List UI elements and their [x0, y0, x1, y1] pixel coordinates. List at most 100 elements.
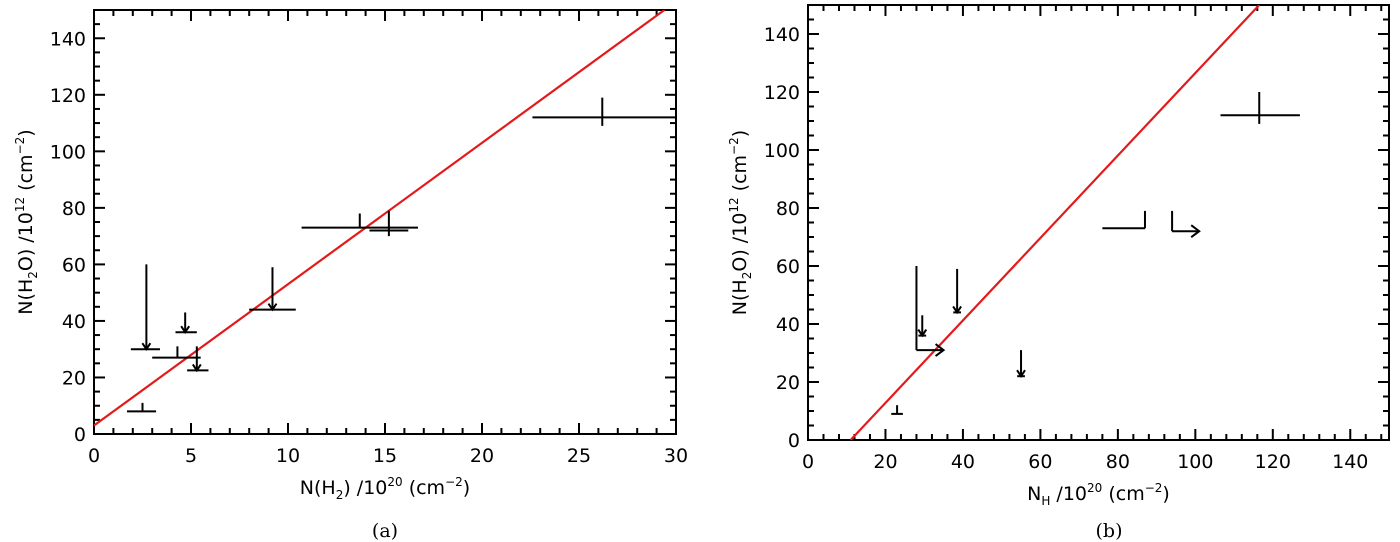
x-tick-label: 0	[802, 451, 814, 473]
data-point	[1220, 92, 1300, 124]
lower-limit-arrow	[1190, 224, 1201, 238]
axis-title-post: O) /10	[15, 212, 37, 271]
x-axis-title: NH /1020 (cm−2)	[1027, 481, 1170, 508]
upper-limit-arrow	[180, 325, 191, 335]
axis-title-unit-sup: −2	[1145, 481, 1163, 495]
x-tick-label: 60	[1028, 451, 1052, 473]
axis-title-sub: 2	[740, 272, 754, 280]
data-point	[152, 346, 201, 359]
x-tick-label: 80	[1106, 451, 1130, 473]
y-tick-label: 100	[50, 141, 86, 163]
y-tick-label: 80	[776, 198, 800, 220]
plot-frame	[807, 4, 1390, 441]
x-axis-title: N(H2) /1020 (cm−2)	[300, 475, 470, 502]
y-tick-label: 60	[62, 254, 86, 276]
fit-line	[94, 10, 666, 427]
axis-title-unit-pre: (cm	[15, 154, 37, 196]
upper-limit-arrow	[141, 342, 152, 352]
lower-limit-arrow	[934, 343, 946, 357]
x-tick-label: 120	[1255, 451, 1291, 473]
y-axis-title: N(H2O) /1012 (cm−2)	[13, 129, 40, 314]
panel-caption: (a)	[372, 520, 398, 542]
axis-title-unit-pre: (cm	[1102, 483, 1144, 505]
axis-title-pre: N	[1027, 483, 1041, 505]
data-point	[917, 315, 928, 338]
data-point	[1102, 210, 1146, 230]
data-point	[130, 264, 160, 352]
x-tick-label: 0	[88, 445, 100, 467]
data-point	[175, 312, 197, 335]
data-point	[369, 210, 409, 237]
y-tick-label: 140	[50, 28, 86, 50]
data-point	[301, 213, 418, 229]
upper-limit-arrow	[917, 329, 928, 338]
x-tick-label: 20	[873, 451, 897, 473]
axis-title-unit-sup: −2	[727, 137, 741, 155]
y-axis-title: N(H2O) /1012 (cm−2)	[727, 130, 754, 315]
y-tick-label: 60	[776, 256, 800, 278]
axis-title-sup: 12	[13, 197, 27, 212]
x-tick-label: 20	[470, 445, 494, 467]
axis-title-post: ) /10	[343, 477, 387, 499]
y-tick-label: 140	[764, 24, 800, 46]
axis-title-sub: 2	[26, 271, 40, 279]
x-tick-label: 100	[1177, 451, 1213, 473]
axis-title-unit-post: )	[1162, 483, 1169, 505]
data-point	[891, 405, 903, 415]
y-tick-label: 40	[62, 311, 86, 333]
y-tick-label: 120	[764, 82, 800, 104]
data-point	[1016, 350, 1026, 379]
upper-limit-arrow	[1016, 369, 1026, 379]
x-tick-label: 10	[276, 445, 300, 467]
upper-limit-arrow	[191, 363, 202, 373]
y-tick-label: 80	[62, 198, 86, 220]
axis-title-post: /10	[1050, 483, 1087, 505]
axis-title-sup: 12	[727, 197, 741, 212]
data-point	[249, 267, 296, 312]
data-point	[532, 97, 676, 126]
y-tick-label: 20	[776, 372, 800, 394]
axis-title-pre: N(H	[15, 279, 37, 315]
y-tick-label: 100	[764, 140, 800, 162]
data-point	[952, 268, 962, 315]
x-tick-label: 30	[664, 445, 688, 467]
axis-title-unit-post: )	[15, 129, 37, 136]
plot-frame	[93, 9, 677, 435]
y-tick-label: 0	[788, 430, 800, 452]
axis-title-pre: N(H	[300, 477, 336, 499]
x-tick-label: 25	[567, 445, 591, 467]
upper-limit-arrow	[267, 303, 278, 312]
x-tick-label: 5	[185, 445, 197, 467]
axis-title-sup: 20	[387, 475, 402, 489]
axis-title-unit-sup: −2	[445, 475, 463, 489]
axis-title-sub: 2	[336, 488, 344, 502]
y-tick-label: 120	[50, 85, 86, 107]
axis-title-unit-sup: −2	[13, 137, 27, 155]
data-layer	[94, 10, 676, 427]
axis-title-unit-pre: (cm	[729, 155, 751, 197]
data-point	[1171, 210, 1201, 238]
axis-title-sup: 20	[1087, 481, 1102, 495]
panel-caption: (b)	[1096, 520, 1123, 542]
axis-title-sub: H	[1041, 494, 1050, 508]
axis-title-post: O) /10	[729, 213, 751, 272]
panel-b: 0 20 40 60 80 100 120 140 0 20 40 60 80 100 120 140 NH /…	[727, 4, 1390, 542]
x-tick-label: 15	[373, 445, 397, 467]
data-layer	[849, 5, 1300, 440]
axis-title-pre: N(H	[729, 279, 751, 315]
y-tick-label: 0	[74, 424, 86, 446]
data-point	[915, 266, 946, 357]
data-point	[187, 346, 209, 373]
y-tick-label: 40	[776, 314, 800, 336]
data-point	[126, 402, 157, 413]
fit-line	[849, 5, 1261, 440]
y-tick-label: 20	[62, 367, 86, 389]
axis-title-unit-post: )	[463, 477, 470, 499]
x-tick-label: 40	[951, 451, 975, 473]
axis-title-unit-post: )	[729, 130, 751, 137]
upper-limit-arrow	[952, 305, 962, 315]
axis-title-unit-pre: (cm	[403, 477, 445, 499]
x-tick-label: 140	[1332, 451, 1368, 473]
